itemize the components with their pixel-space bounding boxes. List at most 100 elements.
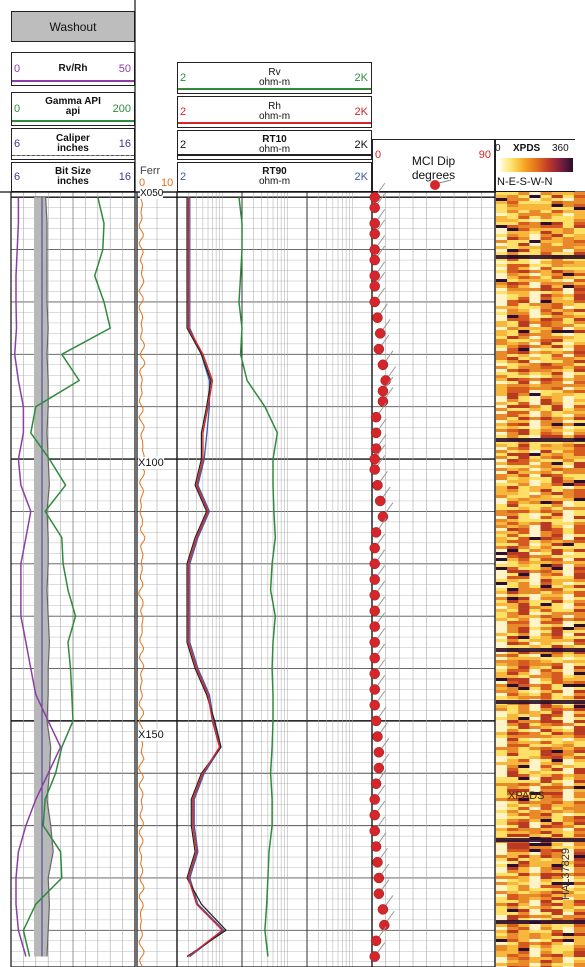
xpds-pixel: [529, 924, 541, 928]
xpds-pixel: [518, 414, 530, 418]
xpds-pixel: [496, 540, 508, 544]
xpds-pixel: [529, 663, 541, 667]
xpds-pixel: [529, 402, 541, 406]
xpds-pixel: [573, 768, 585, 772]
xpds-pixel: [529, 531, 541, 535]
xpds-pixel: [573, 468, 585, 472]
xpds-pixel: [551, 558, 564, 562]
xpds-pixel: [529, 831, 541, 835]
xpds-pixel: [507, 663, 519, 667]
xpds-pixel: [518, 870, 530, 874]
xpds-pixel: [540, 501, 553, 505]
gamma-min: 0: [14, 103, 21, 115]
xpds-pixel: [562, 426, 575, 430]
xpds-pixel: [529, 234, 541, 238]
xpds-pixel: [562, 561, 575, 565]
xpds-pixel: [507, 600, 519, 604]
xpds-pixel: [573, 513, 585, 517]
rt10-header: 2 RT10 ohm-m 2K: [177, 130, 372, 160]
xpds-pixel: [551, 468, 564, 472]
xpds-pixel: [518, 714, 530, 718]
xpds-pixel: [573, 411, 585, 415]
xpds-pixel: [573, 528, 585, 532]
xpds-pixel: [496, 546, 508, 550]
xpds-pixel: [562, 786, 575, 790]
xpds-pixel: [496, 960, 508, 964]
xpds-pixel: [518, 726, 530, 730]
xpds-pixel: [562, 432, 575, 436]
xpds-pixel: [496, 297, 508, 301]
xpds-pixel: [562, 726, 575, 730]
xpds-pixel: [496, 411, 508, 415]
xpds-pixel: [540, 201, 553, 205]
xpds-pixel: [529, 936, 541, 940]
xpds-pixel: [540, 807, 553, 811]
xpds-pixel: [573, 489, 585, 493]
xpds-pixel: [573, 324, 585, 328]
xpds-pixel: [562, 738, 575, 742]
gamma-header: 0 Gamma API api 200: [11, 92, 135, 126]
xpds-pixel: [551, 537, 564, 541]
xpds-pixel: [507, 432, 519, 436]
xpds-pixel: [529, 450, 541, 454]
xpds-pixel: [573, 483, 585, 487]
xpds-pixel: [518, 480, 530, 484]
xpds-pixel: [507, 786, 519, 790]
xpds-pixel: [518, 333, 530, 337]
xpds-pixel: [540, 645, 553, 649]
xpds-pixel: [529, 912, 541, 916]
xpds-pixel: [529, 621, 541, 625]
xpds-pixel: [496, 369, 508, 373]
xpds-pixel: [540, 480, 553, 484]
dip-point: [369, 621, 380, 632]
xpds-pixel: [551, 630, 564, 634]
xpds-pixel: [518, 600, 530, 604]
xpds-pixel: [562, 291, 575, 295]
xpds-pixel: [540, 270, 553, 274]
xpds-pixel: [540, 615, 553, 619]
xpds-pixel: [551, 249, 564, 253]
xpds-pixel: [529, 720, 541, 724]
xpds-pixel: [529, 291, 541, 295]
xpds-pixel: [529, 753, 541, 757]
xpds-pixel: [529, 501, 541, 505]
xpds-pixel: [540, 909, 553, 913]
xpds-pixel: [551, 792, 564, 796]
xpds-pixel: [507, 534, 519, 538]
caliper-max: 16: [118, 138, 131, 150]
xpds-pixel: [551, 390, 564, 394]
xpds-pixel: [496, 249, 508, 253]
xpds-pixel: [551, 552, 564, 556]
xpds-pixel: [507, 333, 519, 337]
xpds-pixel: [496, 747, 508, 751]
xpds-pixel: [540, 735, 553, 739]
xpds-pixel: [518, 915, 530, 919]
xpds-pixel: [562, 591, 575, 595]
rh-name: Rh: [268, 101, 281, 112]
xpds-pixel: [507, 630, 519, 634]
xpds-pixel: [507, 420, 519, 424]
xpds-pixel: [540, 651, 553, 655]
xpds-pixel: [518, 432, 530, 436]
xpds-pixel: [496, 345, 508, 349]
xpds-pixel: [562, 501, 575, 505]
xpds-pixel: [529, 684, 541, 688]
xpds-pixel: [518, 693, 530, 697]
xpds-pixel: [518, 900, 530, 904]
xpds-pixel: [540, 609, 553, 613]
xpds-pixel: [562, 303, 575, 307]
xpds-pixel: [540, 582, 553, 586]
xpds-pixel: [540, 384, 553, 388]
xpds-pixel: [573, 270, 585, 274]
dip-point: [370, 411, 382, 423]
xpds-pixel: [518, 945, 530, 949]
xpds-pixel: [507, 411, 519, 415]
ferr-min: 0: [139, 177, 146, 189]
xpds-pixel: [551, 357, 564, 361]
xpds-pixel: [540, 885, 553, 889]
xpds-pixel: [551, 441, 564, 445]
xpds-pixel: [518, 660, 530, 664]
xpds-pixel: [573, 735, 585, 739]
xpds-pixel: [551, 696, 564, 700]
xpds-pixel: [551, 420, 564, 424]
